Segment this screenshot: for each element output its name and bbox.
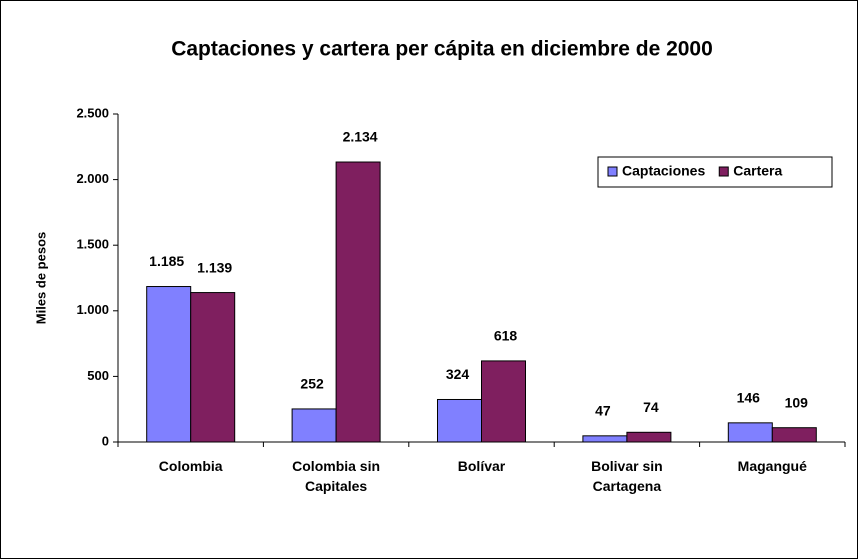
legend-swatch bbox=[718, 166, 729, 177]
bar bbox=[146, 286, 192, 443]
bar bbox=[582, 435, 628, 443]
x-tick-label: Colombia bbox=[158, 458, 223, 474]
bar bbox=[437, 398, 482, 443]
bar bbox=[727, 422, 773, 443]
data-label: 1.185 bbox=[149, 253, 184, 269]
legend-label: Captaciones bbox=[622, 163, 705, 179]
bar bbox=[626, 431, 672, 443]
data-label: 146 bbox=[737, 390, 761, 406]
data-label: 1.139 bbox=[197, 259, 232, 275]
data-label: 618 bbox=[494, 328, 518, 344]
bar bbox=[291, 408, 337, 443]
data-label: 74 bbox=[643, 399, 659, 415]
x-tick-label: Magangué bbox=[737, 458, 807, 474]
bar bbox=[335, 161, 381, 443]
y-tick-label: 1.000 bbox=[76, 302, 109, 317]
bar bbox=[771, 427, 817, 443]
bar bbox=[190, 292, 236, 443]
bar bbox=[481, 360, 526, 443]
y-tick-label: 1.500 bbox=[76, 237, 109, 252]
y-tick-label: 2.500 bbox=[76, 105, 109, 120]
legend-swatch bbox=[607, 166, 618, 177]
legend-box bbox=[597, 156, 833, 188]
data-label: 324 bbox=[446, 366, 470, 382]
x-tick-label: Colombia sin Capitales bbox=[292, 458, 381, 494]
chart-title: Captaciones y cartera per cápita en dici… bbox=[171, 38, 713, 61]
data-label: 252 bbox=[300, 376, 324, 392]
x-tick-label: Bolivar sin Cartagena bbox=[591, 458, 663, 494]
y-tick-label: 0 bbox=[102, 433, 109, 448]
legend-label: Cartera bbox=[733, 163, 782, 179]
y-tick-label: 500 bbox=[87, 368, 109, 383]
y-axis-label: Miles de pesos bbox=[33, 232, 48, 324]
data-label: 47 bbox=[595, 403, 611, 419]
data-label: 109 bbox=[785, 394, 809, 410]
x-tick-label: Bolívar bbox=[457, 458, 506, 474]
y-tick-label: 2.000 bbox=[76, 171, 109, 186]
data-label: 2.134 bbox=[343, 129, 378, 145]
